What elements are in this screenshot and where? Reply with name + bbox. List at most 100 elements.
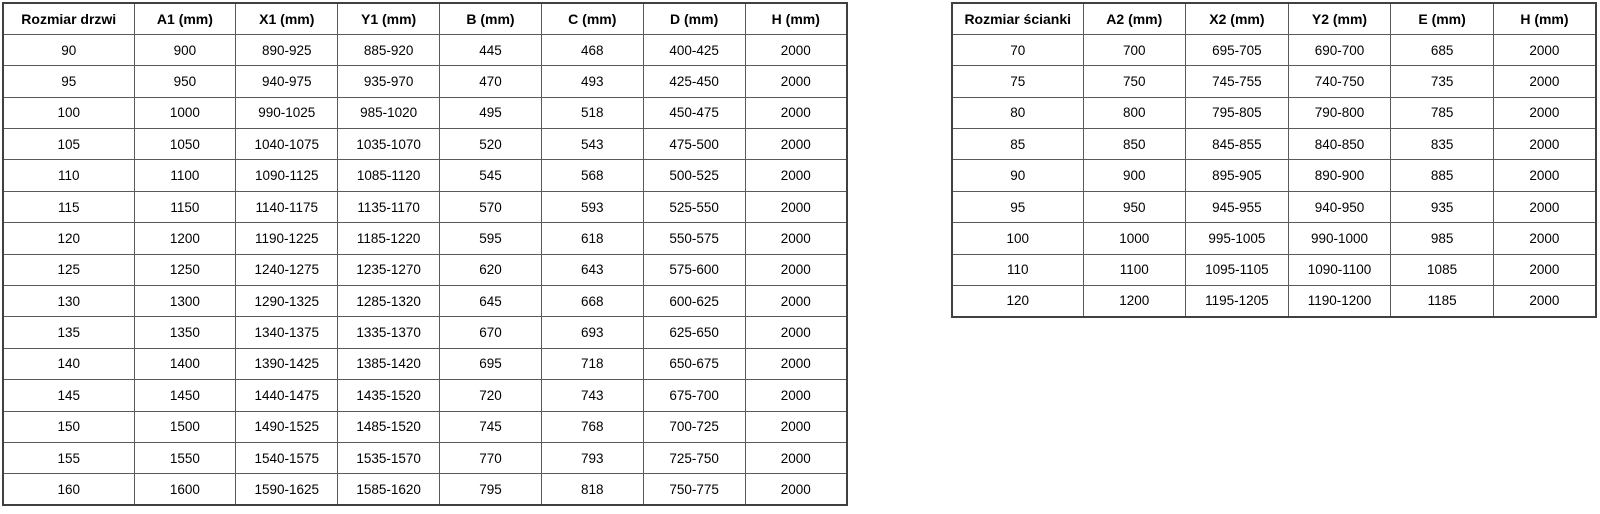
- table-cell: 985-1020: [337, 96, 441, 130]
- table-cell: 940-975: [235, 65, 339, 98]
- table-cell: 1190-1200: [1287, 285, 1392, 318]
- table-row: 90 900 890-925 885-920 445 468 400-425 2000: [2, 33, 848, 67]
- table-cell: 2000: [744, 159, 848, 192]
- table-cell: 1240-1275: [235, 253, 339, 287]
- table-cell: 2000: [1492, 128, 1597, 161]
- table-cell: 835: [1390, 128, 1494, 161]
- table-cell: 75: [951, 65, 1084, 98]
- table-row: 120 1200 1195-1205 1190-1200 1185 2000: [951, 285, 1597, 318]
- door-size-table: Rozmiar drzwi A1 (mm) X1 (mm) Y1 (mm) B (mm)…: [2, 2, 848, 507]
- table-cell: 1340-1375: [235, 316, 339, 349]
- table-cell: 130: [2, 285, 135, 318]
- table-cell: 575-600: [642, 253, 746, 287]
- table-cell: 570: [439, 190, 542, 224]
- table-row: 155 1550 1540-1575 1535-1570 770 793 725-750 20…: [2, 441, 848, 475]
- table-cell: 725-750: [642, 441, 746, 475]
- table-cell: 745: [439, 410, 542, 443]
- column-header: D (mm): [642, 2, 746, 35]
- table-cell: 1185-1220: [337, 222, 441, 255]
- table-row: 90 900 895-905 890-900 885 2000: [951, 159, 1597, 192]
- table-cell: 100: [2, 96, 135, 130]
- table-cell: 890-900: [1287, 159, 1392, 192]
- table-cell: 818: [540, 473, 644, 506]
- table-cell: 520: [439, 128, 542, 161]
- table-cell: 2000: [744, 96, 848, 130]
- table-cell: 2000: [1492, 159, 1597, 192]
- column-header: Rozmiar ścianki: [951, 2, 1084, 35]
- table-row: 110 1100 1095-1105 1090-1100 1085 2000: [951, 253, 1597, 287]
- table-cell: 795-805: [1185, 96, 1289, 130]
- table-cell: 885-920: [337, 33, 441, 67]
- table-cell: 450-475: [642, 96, 746, 130]
- column-header: C (mm): [540, 2, 644, 35]
- table-cell: 2000: [744, 316, 848, 349]
- table-cell: 718: [540, 347, 644, 381]
- table-cell: 643: [540, 253, 644, 287]
- table-cell: 935: [1390, 190, 1494, 224]
- table-cell: 1585-1620: [337, 473, 441, 506]
- table-cell: 90: [951, 159, 1084, 192]
- table-cell: 1350: [133, 316, 237, 349]
- table-cell: 885: [1390, 159, 1494, 192]
- table-cell: 1435-1520: [337, 379, 441, 412]
- table-cell: 1490-1525: [235, 410, 339, 443]
- table-cell: 2000: [744, 473, 848, 506]
- table-cell: 70: [951, 33, 1084, 67]
- table-cell: 110: [951, 253, 1084, 287]
- table-cell: 155: [2, 441, 135, 475]
- table-cell: 1195-1205: [1185, 285, 1289, 318]
- table-cell: 940-950: [1287, 190, 1392, 224]
- table-cell: 1200: [1082, 285, 1187, 318]
- table-cell: 840-850: [1287, 128, 1392, 161]
- table-cell: 2000: [744, 128, 848, 161]
- table-cell: 1050: [133, 128, 237, 161]
- table-cell: 890-925: [235, 33, 339, 67]
- table-cell: 950: [1082, 190, 1187, 224]
- table-cell: 160: [2, 473, 135, 506]
- wall-table-header-row: Rozmiar ścianki A2 (mm) X2 (mm) Y2 (mm) E (m…: [951, 2, 1597, 35]
- table-cell: 2000: [744, 379, 848, 412]
- table-cell: 1600: [133, 473, 237, 506]
- column-header: H (mm): [1492, 2, 1597, 35]
- table-cell: 620: [439, 253, 542, 287]
- table-cell: 650-675: [642, 347, 746, 381]
- table-cell: 695: [439, 347, 542, 381]
- table-cell: 735: [1390, 65, 1494, 98]
- table-row: 130 1300 1290-1325 1285-1320 645 668 600-625 20…: [2, 285, 848, 318]
- table-cell: 675-700: [642, 379, 746, 412]
- table-cell: 518: [540, 96, 644, 130]
- table-row: 150 1500 1490-1525 1485-1520 745 768 700-725 20…: [2, 410, 848, 443]
- table-cell: 545: [439, 159, 542, 192]
- table-cell: 140: [2, 347, 135, 381]
- table-cell: 1290-1325: [235, 285, 339, 318]
- table-cell: 1000: [1082, 222, 1187, 255]
- table-cell: 470: [439, 65, 542, 98]
- table-cell: 1440-1475: [235, 379, 339, 412]
- table-cell: 1190-1225: [235, 222, 339, 255]
- table-cell: 425-450: [642, 65, 746, 98]
- table-cell: 768: [540, 410, 644, 443]
- table-cell: 2000: [744, 65, 848, 98]
- table-cell: 745-755: [1185, 65, 1289, 98]
- column-header: A1 (mm): [133, 2, 237, 35]
- table-cell: 600-625: [642, 285, 746, 318]
- table-cell: 625-650: [642, 316, 746, 349]
- table-cell: 80: [951, 96, 1084, 130]
- column-header: X2 (mm): [1185, 2, 1289, 35]
- table-cell: 800: [1082, 96, 1187, 130]
- table-cell: 945-955: [1185, 190, 1289, 224]
- table-cell: 1085: [1390, 253, 1494, 287]
- table-row: 135 1350 1340-1375 1335-1370 670 693 625-650 20…: [2, 316, 848, 349]
- table-cell: 1385-1420: [337, 347, 441, 381]
- table-cell: 95: [2, 65, 135, 98]
- table-cell: 935-970: [337, 65, 441, 98]
- table-cell: 1040-1075: [235, 128, 339, 161]
- table-cell: 2000: [1492, 33, 1597, 67]
- table-cell: 950: [133, 65, 237, 98]
- table-cell: 1400: [133, 347, 237, 381]
- table-cell: 2000: [1492, 222, 1597, 255]
- table-cell: 1140-1175: [235, 190, 339, 224]
- table-cell: 2000: [744, 33, 848, 67]
- table-cell: 105: [2, 128, 135, 161]
- table-cell: 1300: [133, 285, 237, 318]
